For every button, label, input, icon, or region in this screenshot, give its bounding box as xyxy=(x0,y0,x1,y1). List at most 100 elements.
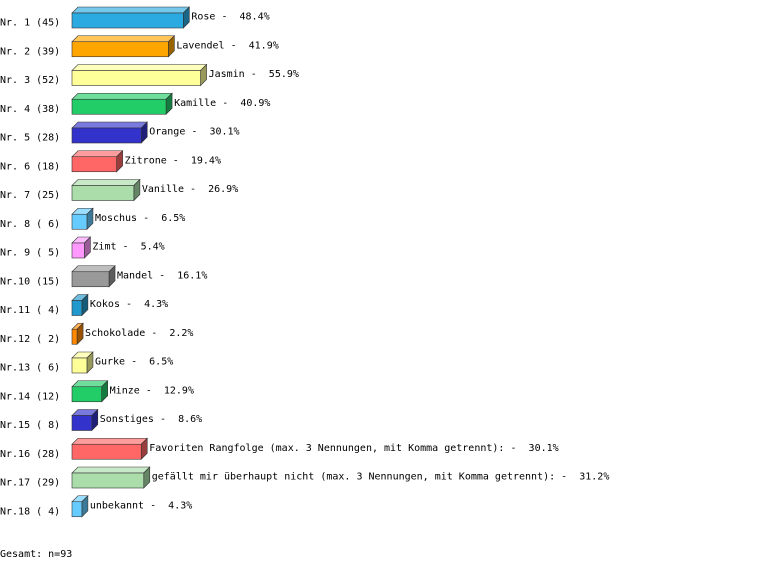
label-separator: - xyxy=(251,69,257,80)
value-label: 30.1% xyxy=(529,443,559,454)
bar-top xyxy=(71,35,176,43)
category-label: Kamille xyxy=(174,98,216,109)
row-label: Nr. 2 (39) xyxy=(0,46,60,57)
category-label: gefällt mir überhaupt nicht (max. 3 Nenn… xyxy=(152,472,555,483)
bar xyxy=(71,70,201,86)
value-label: 40.9% xyxy=(240,98,270,109)
value-label: 8.6% xyxy=(178,414,202,425)
bar-top xyxy=(71,466,151,474)
row-label: Nr.17 (29) xyxy=(0,478,60,489)
label-separator: - xyxy=(190,184,196,195)
category-label: Gurke xyxy=(95,357,125,368)
row-label: Nr.10 (15) xyxy=(0,276,60,287)
bar-label: Favoriten Rangfolge (max. 3 Nennungen, m… xyxy=(149,443,558,454)
label-separator: - xyxy=(160,414,166,425)
bar-label: Kokos - 4.3% xyxy=(90,299,168,310)
bar xyxy=(71,12,184,29)
bar-label: Jasmin - 55.9% xyxy=(209,69,299,80)
category-label: Schokolade xyxy=(85,328,145,339)
label-separator: - xyxy=(123,242,129,253)
category-label: Rose xyxy=(191,12,215,23)
bar-label: Vanille - 26.9% xyxy=(142,184,238,195)
value-label: 31.2% xyxy=(579,472,609,483)
bar xyxy=(71,242,85,259)
value-label: 4.3% xyxy=(168,500,192,511)
label-separator: - xyxy=(159,270,165,281)
footer: Gesamt: n=93 xyxy=(0,549,72,560)
value-label: 12.9% xyxy=(164,385,194,396)
bar-top xyxy=(71,179,141,186)
bar xyxy=(71,386,102,403)
value-label: 2.2% xyxy=(169,328,193,339)
row-label: Nr. 4 (38) xyxy=(0,104,60,115)
bar-label: Zitrone - 19.4% xyxy=(125,155,221,166)
label-separator: - xyxy=(126,299,132,310)
bar xyxy=(71,328,78,345)
bar-label: Minze - 12.9% xyxy=(110,385,194,396)
value-label: 4.3% xyxy=(144,299,168,310)
value-label: 55.9% xyxy=(269,69,299,80)
bar-label: Rose - 48.4% xyxy=(191,12,269,23)
bar-top xyxy=(71,92,173,100)
category-label: Zitrone xyxy=(125,155,167,166)
bar-top xyxy=(71,437,148,445)
category-label: unbekannt xyxy=(90,500,144,511)
bar-top xyxy=(71,150,124,158)
row-label: Nr.11 ( 4) xyxy=(0,305,60,316)
value-label: 30.1% xyxy=(209,127,239,138)
value-label: 41.9% xyxy=(249,40,279,51)
row-label: Nr. 7 (25) xyxy=(0,190,60,201)
category-label: Orange xyxy=(149,127,185,138)
row-label: Nr. 3 (52) xyxy=(0,75,60,86)
label-separator: - xyxy=(561,472,567,483)
row-label: Nr. 1 (45) xyxy=(0,18,60,29)
label-separator: - xyxy=(146,385,152,396)
bar-label: Kamille - 40.9% xyxy=(174,98,270,109)
value-label: 5.4% xyxy=(141,242,165,253)
bar-label: Zimt - 5.4% xyxy=(92,242,164,253)
category-label: Minze xyxy=(110,385,140,396)
category-label: Sonstiges xyxy=(100,414,154,425)
row-label: Nr. 9 ( 5) xyxy=(0,248,60,259)
bar xyxy=(71,443,142,460)
bar-label: gefällt mir überhaupt nicht (max. 3 Nenn… xyxy=(152,472,610,483)
category-label: Lavendel xyxy=(176,40,224,51)
label-separator: - xyxy=(131,357,137,368)
label-separator: - xyxy=(231,40,237,51)
value-label: 16.1% xyxy=(177,270,207,281)
bar xyxy=(71,41,169,58)
value-label: 6.5% xyxy=(161,213,185,224)
label-separator: - xyxy=(222,98,228,109)
value-label: 48.4% xyxy=(240,12,270,23)
bar xyxy=(71,501,83,518)
row-label: Nr. 6 (18) xyxy=(0,161,60,172)
category-label: Mandel xyxy=(117,270,153,281)
row-label: Nr.18 ( 4) xyxy=(0,506,60,517)
bar xyxy=(71,357,88,374)
bar-top xyxy=(71,265,116,273)
bar xyxy=(71,300,83,316)
row-label: Nr. 5 (28) xyxy=(0,133,60,144)
value-label: 19.4% xyxy=(191,155,221,166)
row-label: Nr.15 ( 8) xyxy=(0,420,60,431)
row-label: Nr.12 ( 2) xyxy=(0,334,60,345)
label-separator: - xyxy=(150,500,156,511)
bar-label: Schokolade - 2.2% xyxy=(85,328,193,339)
bar-label: Moschus - 6.5% xyxy=(95,213,185,224)
category-label: Kokos xyxy=(90,299,120,310)
bar xyxy=(71,185,135,201)
bar-label: Mandel - 16.1% xyxy=(117,270,207,281)
bar-label: Gurke - 6.5% xyxy=(95,357,173,368)
category-label: Vanille xyxy=(142,184,184,195)
category-label: Zimt xyxy=(92,242,116,253)
bar xyxy=(71,156,117,173)
row-label: Nr. 8 ( 6) xyxy=(0,219,60,230)
category-label: Moschus xyxy=(95,213,137,224)
label-separator: - xyxy=(151,328,157,339)
bar-label: unbekannt - 4.3% xyxy=(90,500,192,511)
bar xyxy=(71,213,88,230)
label-separator: - xyxy=(221,12,227,23)
row-label: Nr.16 (28) xyxy=(0,449,60,460)
bar xyxy=(71,98,167,115)
